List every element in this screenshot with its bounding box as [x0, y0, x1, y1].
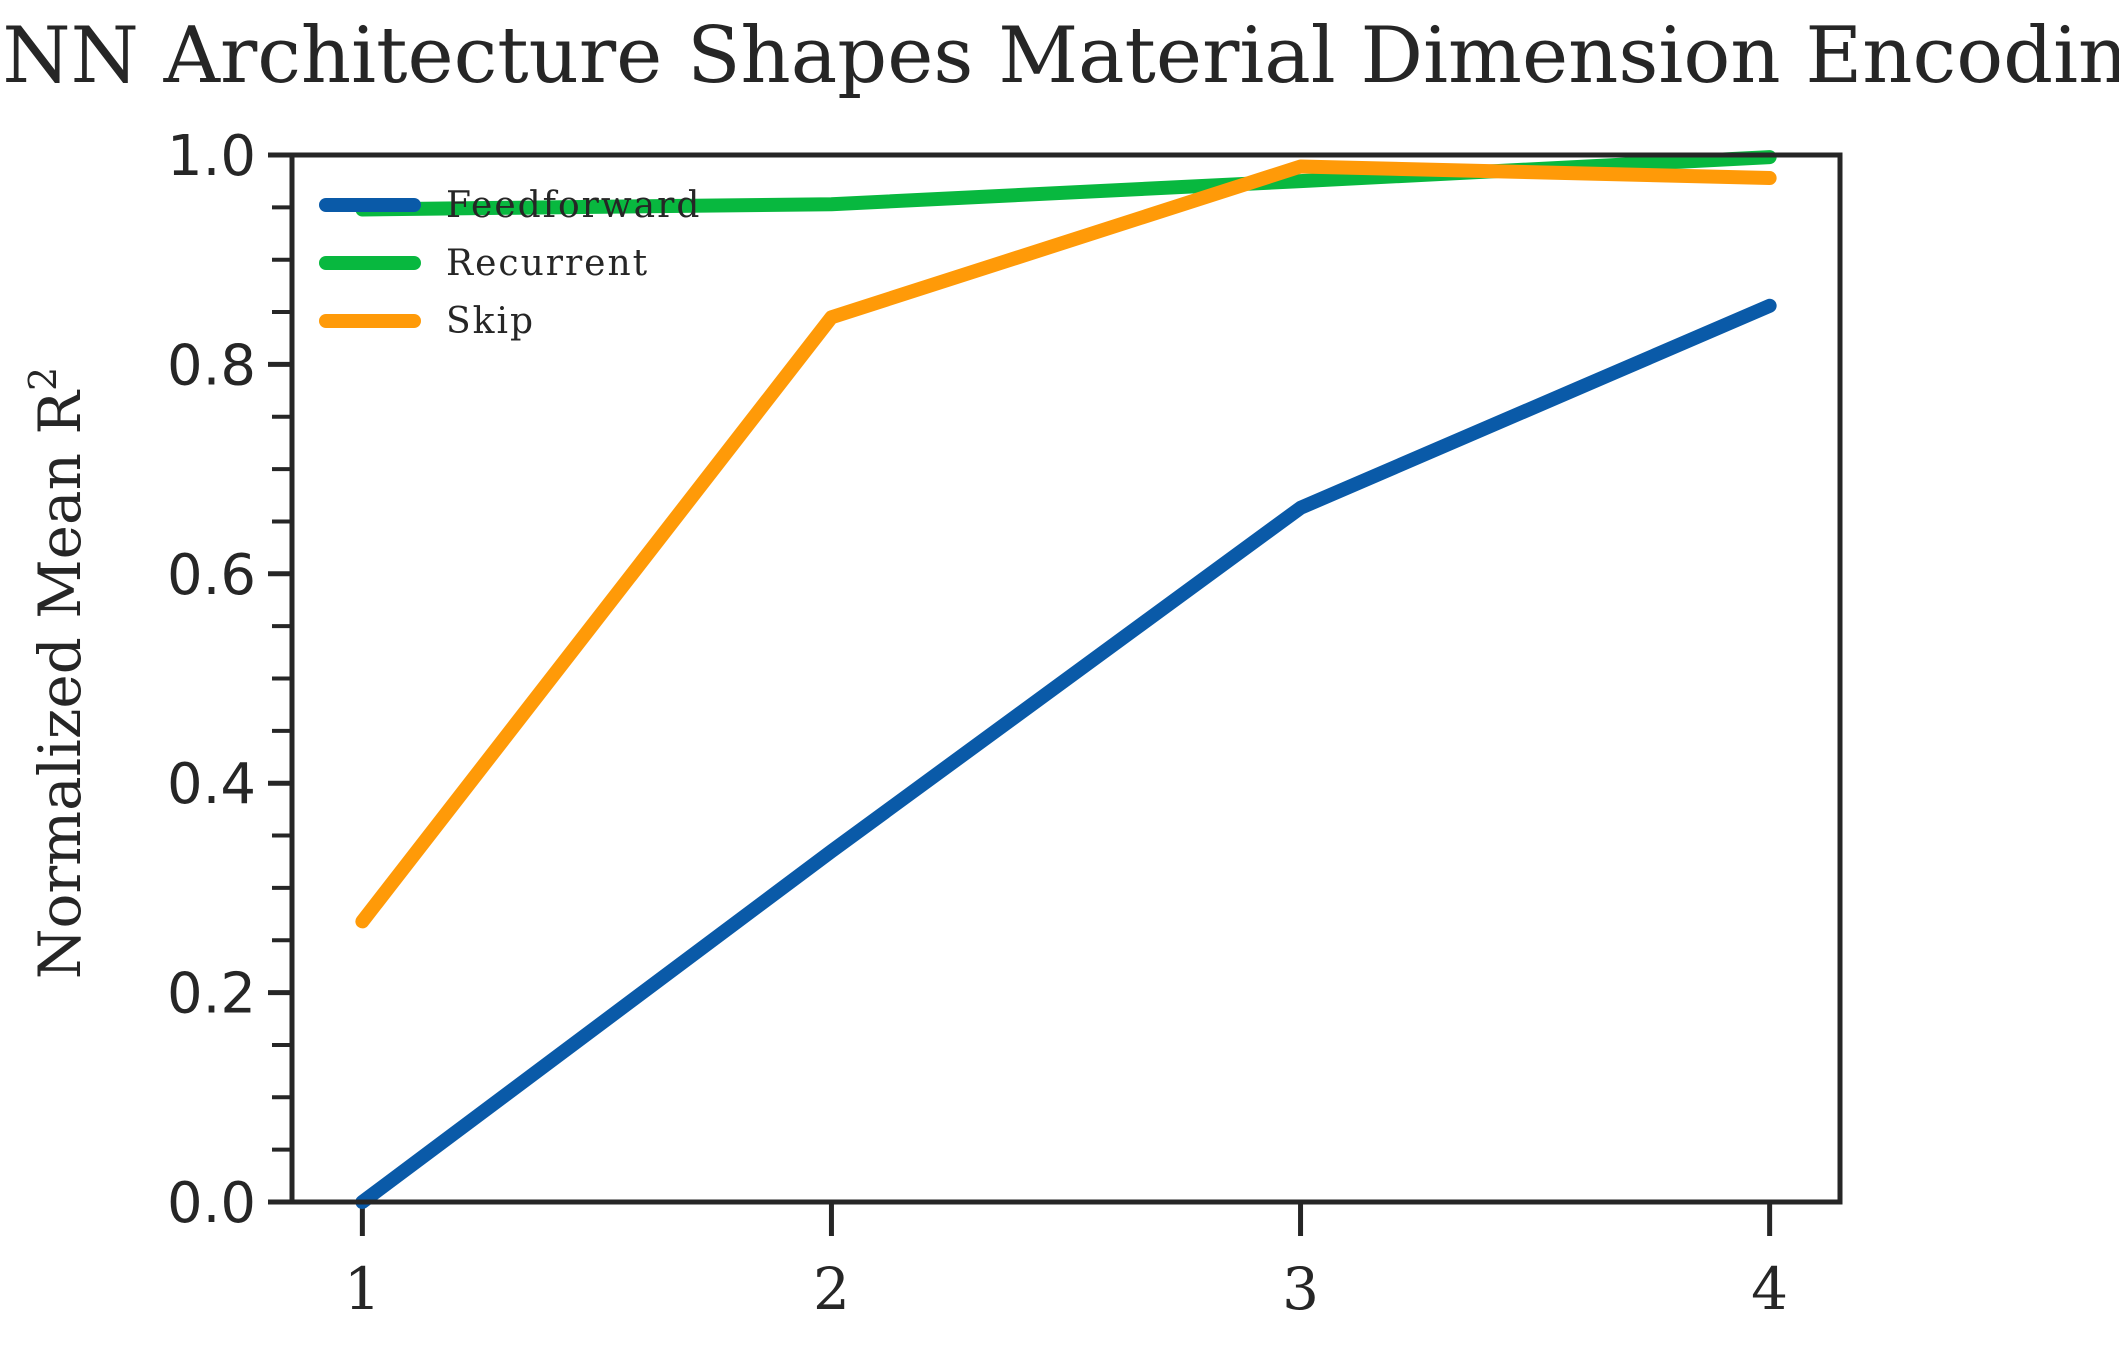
legend-label-skip: Skip: [446, 301, 535, 342]
y-axis-ticks: 0.0 0.2 0.4 0.6 0.8 1.0: [167, 124, 292, 1236]
x-tick-label: 1: [344, 1255, 381, 1323]
y-tick-label: 0.8: [167, 333, 256, 398]
y-tick-label: 0.6: [167, 543, 256, 608]
y-axis-label-text: Normalized Mean R: [26, 389, 94, 980]
y-tick-label: 0.0: [167, 1171, 256, 1236]
series-line-skip: [355, 159, 1777, 929]
legend-label-recurrent: Recurrent: [446, 243, 649, 284]
y-axis-label: Normalized Mean R2: [21, 367, 94, 979]
legend: Feedforward Recurrent Skip: [319, 185, 701, 342]
y-tick-label: 1.0: [167, 124, 256, 189]
x-axis-ticks: 1 2 3 4: [344, 1202, 1788, 1323]
y-axis-label-superscript: 2: [21, 367, 65, 391]
legend-label-feedforward: Feedforward: [446, 185, 701, 226]
x-tick-label: 4: [1751, 1255, 1788, 1323]
x-tick-label: 3: [1282, 1255, 1319, 1323]
series-line-feedforward: [355, 298, 1777, 1209]
y-tick-label: 0.4: [167, 752, 256, 817]
plot-frame: [289, 152, 1843, 1205]
series-lines: [355, 150, 1777, 1209]
chart-title: DNN Architecture Shapes Material Dimensi…: [0, 11, 2119, 101]
x-tick-label: 2: [813, 1255, 850, 1323]
y-tick-label: 0.2: [167, 962, 256, 1027]
